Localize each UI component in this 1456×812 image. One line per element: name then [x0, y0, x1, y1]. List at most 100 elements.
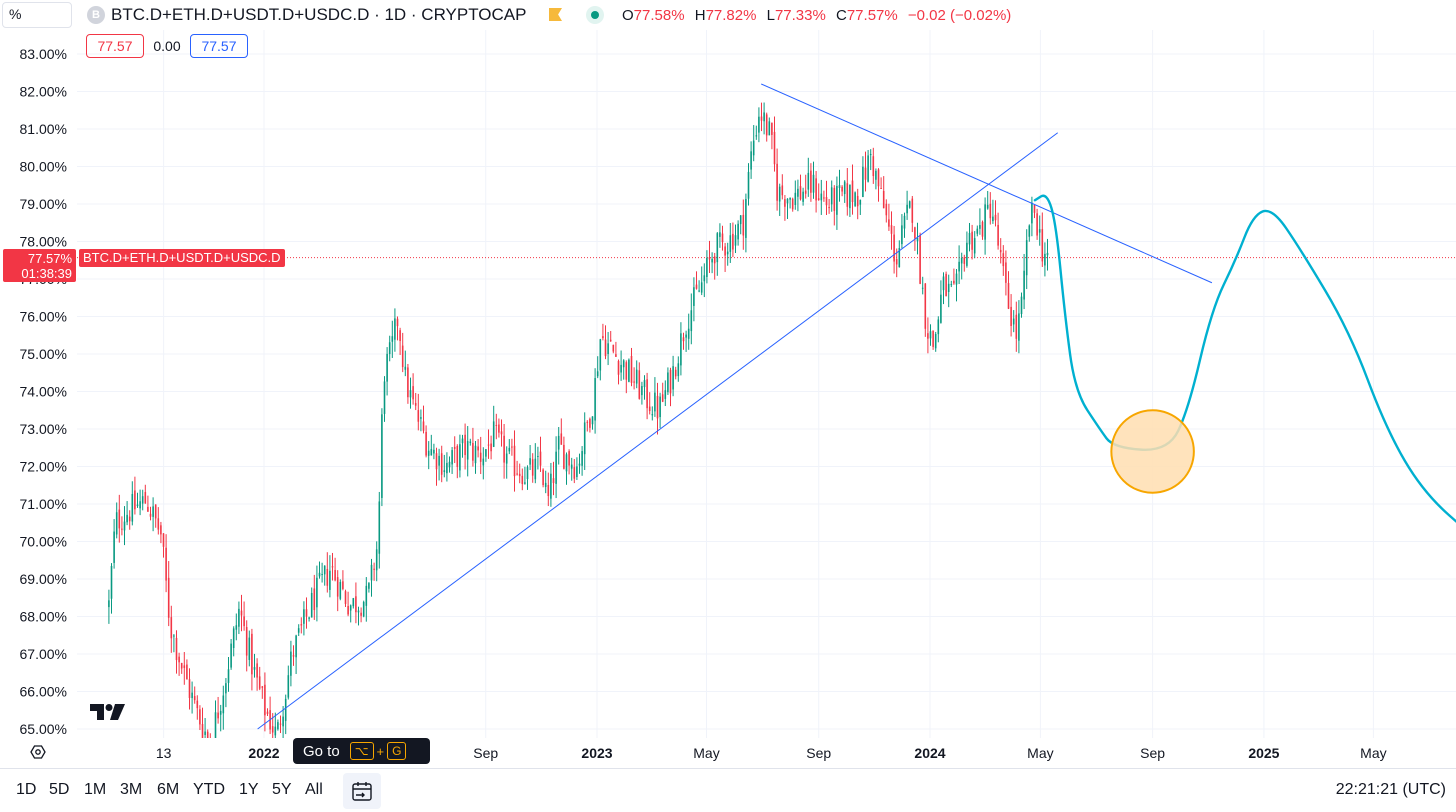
flag-icon[interactable]: [549, 8, 562, 21]
range-all[interactable]: All: [305, 781, 323, 798]
candle-body: [711, 258, 713, 263]
candle-body: [656, 395, 659, 419]
range-1y[interactable]: 1Y: [239, 781, 259, 798]
scale-input[interactable]: %: [2, 2, 72, 28]
candle-body: [292, 655, 295, 657]
candle-body: [651, 414, 654, 416]
calendar-goto-icon[interactable]: [343, 773, 381, 809]
candle-body: [339, 581, 342, 599]
candle-body: [911, 198, 914, 223]
range-5d[interactable]: 5D: [49, 781, 70, 798]
buy-price-box[interactable]: 77.57: [190, 34, 248, 58]
candle-body: [550, 473, 552, 499]
candle-body: [908, 201, 911, 208]
candle-body: [981, 221, 984, 237]
candle-body: [290, 651, 292, 676]
x-tick-label: 2025: [1248, 745, 1279, 761]
candle-body: [485, 449, 487, 457]
candle-body: [695, 284, 698, 289]
candle-body: [466, 441, 469, 460]
candle-body: [474, 445, 477, 464]
candle-body: [1036, 213, 1038, 236]
chart-header: % B BTC.D+ETH.D+USDT.D+USDC.D · 1D · CRY…: [0, 0, 1456, 30]
candle-body: [755, 135, 758, 137]
candle-body: [409, 390, 412, 398]
candle-body: [997, 224, 999, 246]
candle-body: [823, 197, 825, 199]
range-6m[interactable]: 6M: [157, 781, 180, 798]
y-tick-label: 66.00%: [20, 684, 67, 700]
candle-body: [836, 186, 838, 215]
candle-body: [264, 684, 266, 716]
candle-body: [763, 112, 765, 122]
x-tick-label: Sep: [473, 745, 498, 761]
range-5y[interactable]: 5Y: [272, 781, 292, 798]
candle-body: [191, 692, 193, 699]
candle-body: [747, 171, 750, 199]
candle-body: [238, 608, 240, 627]
candle-body: [986, 204, 989, 209]
candle-body: [1023, 270, 1025, 300]
market-open-dot-icon[interactable]: [586, 6, 604, 24]
key-plus: +: [376, 743, 385, 759]
candle-body: [193, 696, 196, 701]
range-3m[interactable]: 3M: [120, 781, 143, 798]
candle-body: [139, 501, 141, 509]
sell-price-box[interactable]: 77.57: [86, 34, 144, 58]
candle-body: [609, 339, 612, 342]
candle-body: [664, 390, 667, 399]
candle-body: [919, 235, 921, 284]
candle-body: [643, 380, 646, 388]
range-1m[interactable]: 1M: [84, 781, 107, 798]
candle-body: [167, 577, 170, 618]
candle-body: [495, 424, 498, 426]
symbol-title[interactable]: BTC.D+ETH.D+USDT.D+USDC.D · 1D · CRYPTOC…: [111, 5, 527, 24]
candle-body: [786, 198, 789, 204]
utc-clock[interactable]: 22:21:21 (UTC): [1335, 781, 1446, 798]
candle-body: [240, 610, 243, 616]
candle-body: [490, 443, 492, 452]
candle-body: [864, 167, 867, 180]
candle-body: [305, 609, 308, 617]
candle-body: [682, 337, 685, 342]
candle-body: [940, 294, 942, 323]
candle-body: [992, 216, 994, 222]
candle-body: [947, 283, 950, 293]
candle-body: [435, 453, 438, 470]
candle-body: [555, 451, 557, 484]
candle-body: [841, 186, 843, 192]
candle-body: [279, 723, 282, 725]
range-1d[interactable]: 1D: [16, 781, 37, 798]
candle-body: [838, 185, 841, 189]
candle-body: [534, 458, 537, 480]
trendline: [257, 132, 1059, 730]
candle-body: [134, 490, 136, 510]
candle-body: [513, 445, 516, 477]
candle-body: [128, 516, 131, 522]
candle-body: [438, 455, 440, 466]
candle-body: [326, 568, 329, 586]
candle-body: [219, 710, 222, 715]
low-label: L: [766, 7, 775, 24]
candle-body: [906, 204, 908, 214]
candle-body: [370, 564, 373, 581]
x-tick-label: May: [1360, 745, 1386, 761]
tradingview-logo-icon[interactable]: [90, 703, 126, 726]
range-ytd[interactable]: YTD: [193, 781, 225, 798]
candle-body: [344, 591, 347, 604]
candle-body: [199, 709, 201, 725]
candle-body: [734, 235, 737, 246]
candle-body: [765, 114, 768, 136]
candles: [108, 102, 1049, 738]
candle-body: [817, 198, 820, 200]
candle-body: [1007, 282, 1010, 309]
candle-body: [422, 421, 425, 431]
candle-body: [994, 214, 997, 221]
candle-body: [482, 458, 485, 466]
y-tick-label: 83.00%: [20, 46, 67, 62]
candle-body: [206, 731, 209, 738]
candle-body: [869, 154, 872, 156]
candle-body: [807, 172, 810, 190]
candle-body: [303, 609, 305, 624]
